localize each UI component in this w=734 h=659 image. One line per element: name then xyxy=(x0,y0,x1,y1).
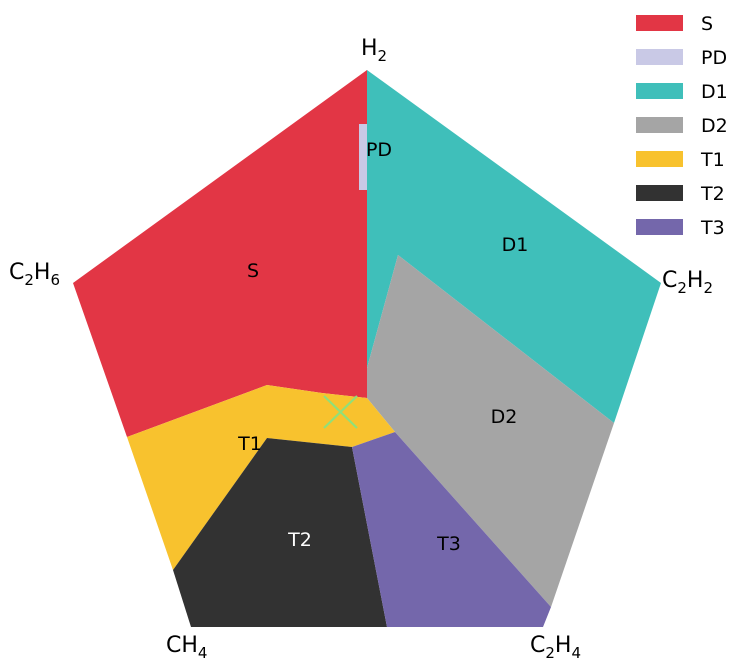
legend-swatch-t1 xyxy=(636,151,683,167)
zone-d1-label: D1 xyxy=(502,234,529,256)
zone-t1-label: T1 xyxy=(237,433,262,455)
vertex-label-h2: H2 xyxy=(361,36,387,65)
zone-d2-label: D2 xyxy=(491,406,518,428)
gas-sample-marker xyxy=(323,395,358,429)
legend: S PD D1 D2 T1 T2 T3 xyxy=(636,13,728,239)
vertex-label-c2h2: C2H2 xyxy=(662,268,713,297)
legend-label-t3: T3 xyxy=(700,217,725,239)
legend-swatch-pd xyxy=(636,49,683,65)
zone-d2-region xyxy=(367,255,614,607)
legend-label-s: S xyxy=(701,13,713,35)
legend-swatch-t3 xyxy=(636,219,683,235)
legend-label-d1: D1 xyxy=(701,81,728,103)
vertex-label-ch4: CH4 xyxy=(166,633,207,659)
zone-t2-region xyxy=(173,438,387,627)
legend-label-t1: T1 xyxy=(700,149,725,171)
vertex-label-c2h6: C2H6 xyxy=(9,260,60,289)
zone-d1-region xyxy=(367,70,661,423)
legend-swatch-t2 xyxy=(636,185,683,201)
zone-t2-label: T2 xyxy=(287,529,312,551)
legend-label-d2: D2 xyxy=(701,115,728,137)
zone-s-region xyxy=(73,70,367,437)
zone-t3-label: T3 xyxy=(436,533,461,555)
vertex-label-c2h4: C2H4 xyxy=(530,633,581,659)
legend-swatch-d1 xyxy=(636,83,683,99)
legend-label-t2: T2 xyxy=(700,183,725,205)
zone-pd-region xyxy=(359,124,367,190)
legend-swatch-s xyxy=(636,15,683,31)
legend-label-pd: PD xyxy=(701,47,727,69)
zone-pd-label: PD xyxy=(366,139,392,161)
zone-t1-region xyxy=(127,385,395,570)
zone-s-label: S xyxy=(247,260,259,282)
zone-t3-region xyxy=(352,432,551,627)
legend-swatch-d2 xyxy=(636,117,683,133)
